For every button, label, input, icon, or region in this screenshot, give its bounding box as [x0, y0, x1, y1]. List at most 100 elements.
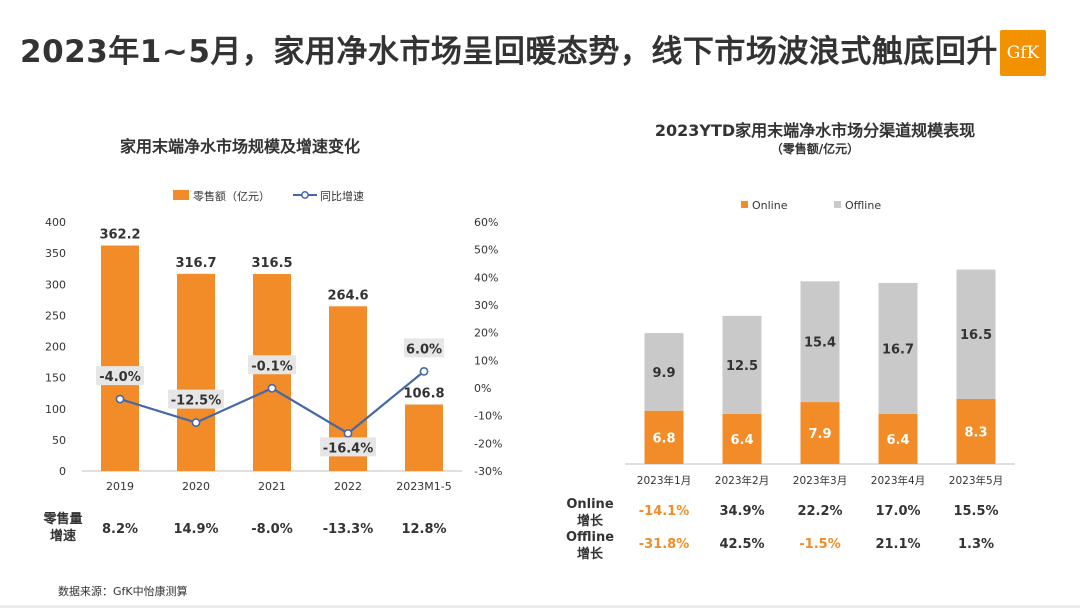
- online-bar: [644, 410, 684, 464]
- gfk-logo: GfK: [1000, 30, 1046, 76]
- right-y-tick-label: -10%: [474, 410, 502, 423]
- left-y-tick-label: 0: [59, 465, 66, 478]
- sales-bar: [177, 273, 215, 471]
- left-y-tick-label: 350: [45, 247, 66, 260]
- sales-bar: [101, 245, 139, 471]
- right-table-row-label: Offline增长: [565, 530, 615, 562]
- online-bar-label: 7.9: [808, 427, 831, 442]
- offline-bar: [644, 333, 684, 411]
- online-bar-label: 6.4: [730, 433, 753, 448]
- page-title: 2023年1~5月，家用净水市场呈回暖态势，线下市场波浪式触底回升: [20, 34, 998, 70]
- online-bar: [878, 413, 918, 464]
- left-y-tick-label: 250: [45, 309, 66, 322]
- legend-swatch-online: [741, 201, 748, 208]
- left-y-tick-label: 100: [45, 403, 66, 416]
- right-table-value: -31.8%: [638, 537, 690, 552]
- left-chart-title: 家用末端净水市场规模及增速变化: [120, 137, 361, 156]
- left-y-tick-label: 300: [45, 278, 66, 291]
- right-y-tick-label: -20%: [474, 437, 502, 450]
- right-table-value: -14.1%: [638, 504, 690, 519]
- growth-label: 6.0%: [406, 342, 442, 357]
- online-bar-label: 6.8: [652, 431, 675, 446]
- legend-swatch-offline: [834, 201, 841, 208]
- growth-label: -16.4%: [323, 441, 374, 456]
- right-y-tick-label: 30%: [474, 299, 498, 312]
- growth-point: [115, 394, 125, 404]
- left-table-row-label: 零售量增速: [43, 512, 83, 544]
- online-bar-label: 8.3: [964, 425, 987, 440]
- right-table-value: 17.0%: [875, 504, 921, 519]
- right-y-tick-label: 50%: [474, 244, 498, 257]
- right-chart-title: 2023YTD家用末端净水市场分渠道规模表现: [654, 121, 976, 140]
- right-table-value: 34.9%: [719, 504, 765, 519]
- right-y-tick-label: 20%: [474, 327, 498, 340]
- right-y-tick-label: 40%: [474, 271, 498, 284]
- growth-point: [267, 383, 277, 393]
- left-y-tick-label: 50: [52, 434, 66, 447]
- offline-bar-label: 15.4: [804, 336, 836, 351]
- left-x-tick-label: 2021: [258, 480, 286, 493]
- online-bar: [956, 398, 996, 464]
- right-table-value: 42.5%: [719, 537, 765, 552]
- growth-label-box: [404, 338, 444, 358]
- offline-bar-label: 16.7: [882, 342, 914, 357]
- legend-label-sales: 零售额（亿元）: [193, 189, 270, 203]
- growth-label-box: [248, 355, 296, 375]
- right-table-value: -1.5%: [799, 537, 841, 552]
- sales-bar: [405, 404, 443, 471]
- online-bar: [800, 402, 840, 464]
- offline-bar-label: 12.5: [726, 359, 758, 374]
- left-x-tick-label: 2020: [182, 480, 210, 493]
- online-bar: [722, 413, 762, 464]
- sales-bar-label: 264.6: [327, 288, 368, 303]
- growth-label-box: [96, 366, 144, 386]
- left-y-tick-label: 150: [45, 372, 66, 385]
- right-x-tick-label: 2023年5月: [949, 474, 1003, 487]
- offline-bar: [878, 282, 918, 414]
- offline-bar-label: 16.5: [960, 328, 992, 343]
- offline-bar: [722, 315, 762, 414]
- growth-label-box: [320, 437, 376, 457]
- right-x-tick-label: 2023年3月: [793, 474, 847, 487]
- right-table-value: 1.3%: [957, 537, 995, 552]
- growth-point: [419, 366, 429, 376]
- right-y-tick-label: -30%: [474, 465, 502, 478]
- growth-point: [191, 418, 201, 427]
- legend-label-growth: 同比增速: [320, 189, 364, 203]
- right-chart-subtitle: （零售额/亿元）: [770, 142, 860, 156]
- right-x-tick-label: 2023年4月: [871, 474, 925, 487]
- left-x-tick-label: 2023M1-5: [396, 480, 451, 493]
- offline-bar-label: 9.9: [652, 366, 675, 381]
- right-table-row-label: Online增长: [566, 497, 614, 529]
- left-table-value: 12.8%: [401, 522, 447, 537]
- sales-bar-label: 316.5: [251, 256, 292, 271]
- right-y-tick-label: 60%: [474, 216, 498, 229]
- right-table-value: 15.5%: [953, 504, 999, 519]
- bottom-divider: [0, 605, 1080, 608]
- growth-label: -0.1%: [251, 359, 292, 374]
- left-table-value: 14.9%: [173, 522, 219, 537]
- growth-label: -12.5%: [171, 394, 222, 409]
- online-bar-label: 6.4: [886, 433, 909, 448]
- left-x-tick-label: 2022: [334, 480, 362, 493]
- legend-label-offline: Offline: [845, 199, 881, 212]
- growth-label-box: [168, 389, 224, 409]
- sales-bar-label: 106.8: [403, 387, 444, 402]
- right-y-tick-label: 0%: [474, 382, 491, 395]
- growth-point: [343, 428, 353, 438]
- legend-label-online: Online: [752, 199, 788, 212]
- offline-bar: [956, 269, 996, 399]
- left-y-tick-label: 400: [45, 216, 66, 229]
- right-table-value: 21.1%: [875, 537, 921, 552]
- offline-bar: [800, 281, 840, 403]
- right-x-tick-label: 2023年1月: [637, 474, 691, 487]
- growth-label: -4.0%: [99, 370, 140, 385]
- legend-marker-growth: [301, 191, 309, 199]
- sales-bar-label: 362.2: [99, 228, 140, 243]
- right-table-value: 22.2%: [797, 504, 843, 519]
- source-note: 数据来源：GfK中怡康测算: [58, 585, 188, 598]
- left-y-tick-label: 200: [45, 341, 66, 354]
- left-table-value: -13.3%: [322, 522, 374, 537]
- right-y-tick-label: 10%: [474, 354, 498, 367]
